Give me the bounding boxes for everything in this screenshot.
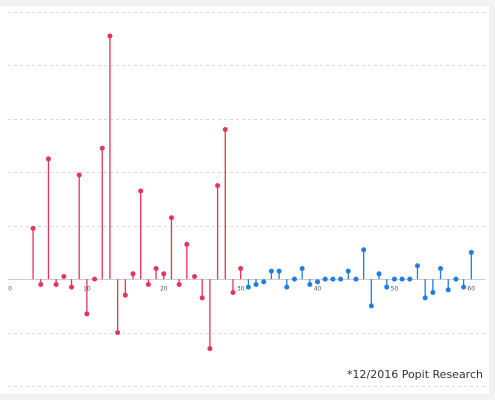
stem-marker: [268, 268, 274, 274]
stem-marker: [445, 287, 451, 293]
x-tick-label: 40: [314, 286, 322, 293]
stem-marker: [184, 241, 190, 247]
stem-marker: [30, 225, 36, 231]
stem-marker: [238, 265, 244, 271]
tick-labels: 0 10 20 30 40 50 60: [8, 286, 475, 293]
stem-marker: [407, 276, 413, 282]
stem-marker: [69, 284, 75, 290]
stem-marker: [161, 271, 167, 277]
stem-marker: [176, 281, 182, 287]
x-tick-label: 30: [237, 286, 245, 293]
source-note: *12/2016 Popit Research: [347, 368, 483, 381]
stem-marker: [399, 276, 405, 282]
stem-marker: [253, 281, 259, 287]
stem-marker: [199, 295, 205, 301]
stem-marker: [307, 281, 313, 287]
stem-marker: [222, 127, 228, 133]
stem-marker: [45, 156, 51, 162]
stem-marker: [261, 279, 267, 285]
stem-marker: [376, 271, 382, 277]
stem-marker: [168, 215, 174, 221]
stem-marker: [338, 276, 344, 282]
stem-marker: [130, 271, 136, 277]
stem-marker: [468, 249, 474, 255]
stem-marker: [153, 265, 159, 271]
stem-marker: [53, 281, 59, 287]
stem-marker: [115, 330, 121, 336]
x-tick-label: 60: [467, 286, 475, 293]
stem-marker: [276, 268, 282, 274]
stem-marker: [192, 273, 198, 279]
stem-marker: [230, 290, 236, 295]
stem-marker: [438, 265, 444, 271]
stem-marker: [315, 279, 321, 285]
stem-marker: [345, 268, 351, 274]
stem-marker: [422, 295, 428, 301]
stem-marker: [453, 276, 459, 282]
stem-marker: [92, 276, 98, 282]
stem-marker: [322, 276, 328, 282]
stem-marker: [61, 273, 67, 279]
stem-chart: 0 10 20 30 40 50 60: [8, 12, 485, 387]
stem-marker: [291, 276, 297, 282]
stem-marker: [361, 247, 367, 253]
stem-marker: [207, 346, 213, 352]
grid-lines: [8, 12, 485, 387]
stem-marker: [245, 284, 251, 290]
stem-marker: [284, 284, 290, 290]
stem-marker: [461, 284, 467, 290]
x-tick-label: 0: [8, 286, 12, 293]
stem-marker: [99, 145, 105, 151]
stem-marker: [38, 281, 44, 287]
stem-marker: [76, 172, 82, 178]
stems: [30, 33, 474, 352]
x-tick-label: 20: [160, 286, 168, 293]
stem-marker: [414, 263, 420, 269]
stem-marker: [215, 183, 221, 189]
stem-marker: [299, 265, 305, 271]
stem-marker: [330, 276, 336, 282]
x-tick-label: 10: [83, 286, 91, 293]
stem-marker: [122, 292, 128, 298]
stem-marker: [368, 303, 374, 309]
stem-marker: [107, 33, 113, 39]
stem-marker: [84, 311, 90, 317]
stem-marker: [145, 281, 151, 287]
chart-panel: 0 10 20 30 40 50 60 *12/2016 Popit Research: [0, 6, 489, 394]
stem-marker: [353, 276, 359, 282]
stem-marker: [384, 284, 390, 290]
stem-marker: [430, 290, 436, 295]
stem-marker: [391, 276, 397, 282]
x-tick-label: 50: [391, 286, 399, 293]
stem-marker: [138, 188, 144, 194]
